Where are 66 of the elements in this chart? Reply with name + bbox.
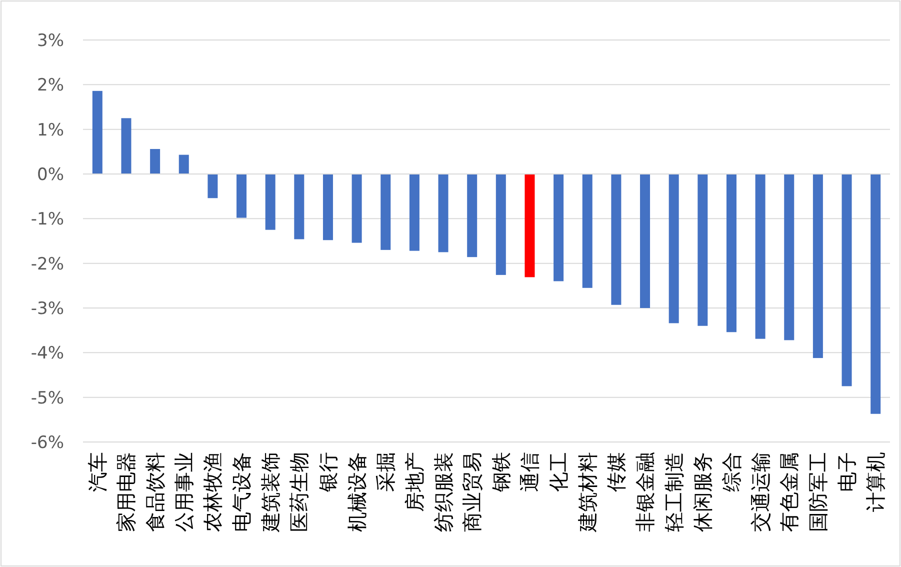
bar: [842, 174, 852, 386]
x-tick-label: 建筑装饰: [258, 452, 282, 533]
bar: [611, 174, 622, 305]
x-tick-label: 通信: [518, 452, 542, 492]
x-tick-label: 医药生物: [287, 452, 312, 532]
bar: [178, 154, 189, 174]
x-tick-label: 银行: [316, 452, 340, 493]
x-tick-label: 交通运输: [748, 452, 772, 532]
x-tick-label: 非银金融: [633, 452, 658, 532]
x-tick-label: 公用事业: [172, 452, 196, 532]
bar: [524, 174, 535, 278]
x-tick-label: 商业贸易: [460, 452, 484, 532]
x-tick-label: 休闲服务: [690, 452, 715, 532]
bar: [640, 174, 650, 308]
x-tick-label: 钢铁: [488, 452, 513, 493]
bar: [870, 174, 881, 414]
x-tick-label: 计算机: [864, 452, 888, 512]
y-tick-label: 2%: [37, 76, 64, 96]
x-tick-label: 家用电器: [114, 452, 138, 532]
y-tick-label: -3%: [30, 299, 64, 319]
x-tick-label: 轻工制造: [662, 452, 686, 532]
x-tick-label: 综合: [719, 452, 744, 492]
y-tick-label: -5%: [30, 388, 64, 408]
y-tick-label: -2%: [30, 254, 64, 274]
bar: [294, 174, 304, 240]
x-tick-label: 纺织服装: [431, 452, 456, 532]
y-tick-label: 3%: [37, 31, 64, 51]
bar: [352, 174, 362, 243]
bar: [554, 174, 564, 282]
x-tick-label: 传媒: [604, 452, 628, 492]
bar: [322, 174, 333, 240]
bar: [582, 174, 592, 288]
x-tick-label: 房地产: [402, 452, 426, 512]
y-tick-label: -4%: [30, 344, 64, 364]
x-tick-label: 汽车: [85, 452, 110, 492]
bar: [755, 174, 766, 339]
bar: [698, 174, 708, 326]
bar: [92, 90, 102, 174]
bar: [380, 174, 391, 250]
bar: [496, 174, 506, 275]
bar: [668, 174, 679, 324]
y-tick-label: 0%: [37, 165, 64, 185]
bar: [150, 148, 160, 174]
x-tick-label: 建筑材料: [575, 452, 600, 533]
y-tick-label: -6%: [30, 433, 64, 453]
bar: [208, 174, 218, 198]
bar: [121, 118, 132, 174]
x-tick-label: 国防军工: [806, 452, 830, 532]
x-tick-label: 采掘: [374, 452, 398, 492]
bar: [467, 174, 478, 258]
bar: [438, 174, 448, 252]
bar: [812, 174, 823, 358]
x-tick-label: 化工: [546, 452, 571, 492]
x-tick-label: 机械设备: [344, 452, 369, 532]
x-tick-label: 食品饮料: [143, 452, 168, 532]
bar: [265, 174, 276, 230]
x-tick-label: 农林牧渔: [200, 452, 225, 532]
bar: [726, 174, 736, 332]
y-tick-label: 1%: [37, 120, 64, 140]
y-tick-label: -1%: [30, 210, 64, 230]
bar: [236, 174, 247, 218]
x-tick-label: 有色金属: [777, 452, 802, 532]
bar: [409, 174, 420, 251]
x-tick-label: 电子: [834, 452, 859, 492]
bar: [784, 174, 794, 340]
x-tick-label: 电气设备: [230, 452, 254, 532]
